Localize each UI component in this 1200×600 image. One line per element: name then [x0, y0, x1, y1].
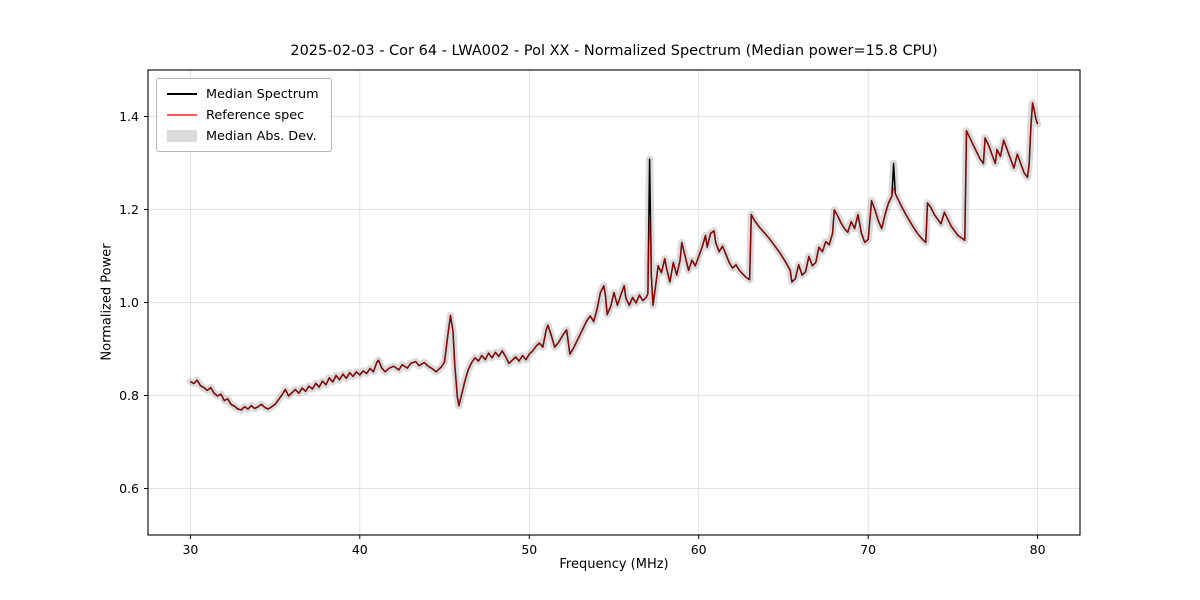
x-tick-label: 80	[1030, 542, 1046, 557]
x-tick-label: 70	[860, 542, 876, 557]
chart-title: 2025-02-03 - Cor 64 - LWA002 - Pol XX - …	[290, 43, 938, 59]
legend-item-median-spectrum: Median Spectrum	[167, 86, 319, 102]
legend-label: Reference spec	[206, 107, 305, 123]
y-tick-label: 1.0	[119, 295, 139, 310]
x-tick-label: 40	[352, 542, 368, 557]
x-tick-label: 60	[691, 542, 707, 557]
mad-patch-icon	[167, 130, 197, 142]
plot-border	[147, 69, 1081, 536]
y-tick-label: 0.8	[119, 388, 139, 403]
legend-label: Median Abs. Dev.	[206, 128, 317, 144]
legend-item-median-abs-dev: Median Abs. Dev.	[167, 128, 319, 144]
x-tick-label: 30	[182, 542, 198, 557]
x-axis-label: Frequency (MHz)	[559, 557, 669, 572]
reference-spec-line	[190, 102, 1039, 411]
reference-line-icon	[167, 114, 197, 116]
x-tick-label: 50	[521, 542, 537, 557]
y-tick-label: 0.6	[119, 481, 139, 496]
legend: Median Spectrum Reference spec Median Ab…	[156, 78, 332, 152]
y-tick-label: 1.2	[119, 202, 139, 217]
median-line-icon	[167, 92, 197, 96]
legend-item-reference-spec: Reference spec	[167, 107, 319, 123]
y-tick-label: 1.4	[119, 109, 139, 124]
legend-label: Median Spectrum	[206, 86, 319, 102]
